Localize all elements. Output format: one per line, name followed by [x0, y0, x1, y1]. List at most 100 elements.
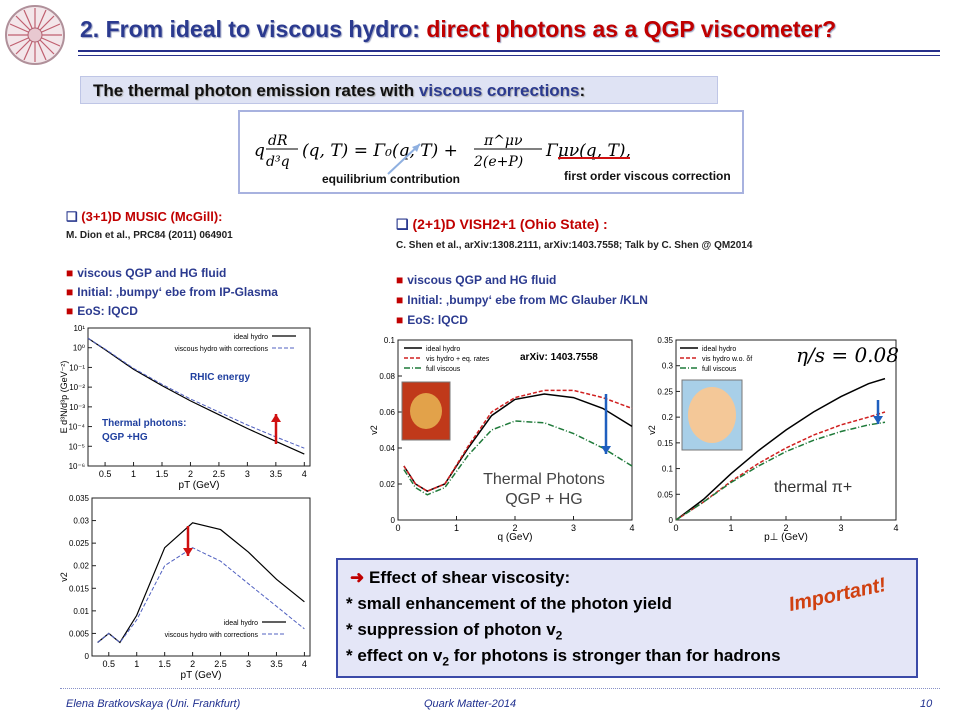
x-tick-label: 3.5 [270, 469, 283, 479]
legend-label: ideal hydro [234, 334, 268, 341]
y-axis-label: v2 [59, 572, 69, 582]
x-axis-label: p⊥ (GeV) [764, 532, 808, 542]
left-bullet-1: ■ viscous QGP and HG fluid [66, 266, 227, 280]
y-tick-label: 0 [85, 652, 90, 661]
right-bullet-1: ■ viscous QGP and HG fluid [396, 273, 557, 287]
series-line [97, 547, 305, 644]
effect-line-3-suffix: for photons is stronger than for hadrons [449, 646, 781, 665]
chart-annotation-line1: Thermal photons: [102, 418, 186, 429]
x-tick-label: 2 [190, 659, 195, 669]
x-tick-label: 0 [395, 523, 400, 533]
x-axis-label: pT (GeV) [179, 480, 220, 490]
fireball-core [410, 393, 442, 429]
x-tick-label: 3 [571, 523, 576, 533]
left-bullet-2-text: Initial: ‚bumpy‘ ebe from IP-Glasma [77, 285, 278, 299]
photon-yield-chart: 0.5 1 1.5 2 2.5 3 3.5 4 10⁻⁶ 10⁻⁵ 10⁻⁴ 10⁻³ 10⁻² 10⁻¹… [58, 322, 316, 490]
photon-v2-vish-chart: 0 1 2 3 4 0 0.02 0.04 0.06 0.08 0.1 q (GeV) v2 ideal … [368, 334, 640, 542]
chart-annotation-arxiv: arXiv: 1403.7558 [520, 352, 598, 363]
footer-conference: Quark Matter-2014 [424, 698, 517, 710]
right-bullet-3-text: EoS: lQCD [407, 313, 468, 327]
series-line [403, 389, 633, 493]
subheading-prefix: The thermal photon emission rates with [93, 81, 419, 100]
legend-label: ideal hydro [702, 346, 736, 353]
legend-label: full viscous [702, 366, 737, 373]
y-tick-label: 0.04 [379, 444, 395, 453]
legend-label: viscous hydro with corrections [165, 632, 259, 639]
x-axis-label: q (GeV) [497, 532, 532, 542]
y-tick-label: 10⁰ [73, 344, 85, 353]
x-tick-label: 4 [302, 659, 307, 669]
x-tick-label: 4 [893, 523, 898, 533]
legend-label: full viscous [426, 366, 461, 373]
y-tick-label: 0.08 [379, 372, 395, 381]
viscous-underline [558, 157, 630, 159]
legend-label: ideal hydro [426, 346, 460, 353]
y-axis-label: v2 [369, 425, 379, 435]
label-equilibrium: equilibrium contribution [322, 172, 460, 186]
effect-line-2-text: * suppression of photon v [346, 620, 556, 639]
legend-label: vis hydro + eq. rates [426, 356, 490, 363]
footer-author: Elena Bratkovskaya (Uni. Frankfurt) [66, 698, 241, 710]
left-bullet-3: ■ EoS: lQCD [66, 304, 138, 318]
y-tick-label: 10¹ [73, 324, 85, 333]
svg-text:q: q [254, 141, 265, 161]
y-tick-label: 0.2 [662, 413, 674, 422]
svg-text:Γμν(q, T),: Γμν(q, T), [545, 141, 631, 161]
y-tick-label: 0.06 [379, 408, 395, 417]
subheading: The thermal photon emission rates with v… [80, 76, 718, 104]
effect-title: ➜ Effect of shear viscosity: [350, 568, 570, 588]
y-tick-label: 0.25 [657, 387, 673, 396]
series-line [87, 337, 305, 455]
chart-annotation-title: RHIC energy [190, 372, 250, 383]
subheading-highlight: viscous corrections [418, 81, 580, 100]
effect-line-3: * effect on v2 for photons is stronger t… [346, 646, 781, 668]
effect-line-3-text: * effect on v [346, 646, 443, 665]
series-line [675, 421, 886, 521]
y-tick-label: 0.015 [69, 584, 90, 593]
title-rule [78, 50, 940, 52]
x-tick-label: 2 [512, 523, 517, 533]
y-axis-label: E d³N/d³p (GeV⁻²) [59, 361, 69, 434]
svg-text:π^μν: π^μν [483, 133, 523, 149]
chart-caption: thermal π+ [774, 479, 852, 496]
series-line [675, 377, 886, 521]
y-tick-label: 0.005 [69, 629, 90, 638]
right-header-text: (2+1)D VISH2+1 (Ohio State) : [412, 216, 608, 232]
checkbox-bullet-icon: ❑ [396, 216, 409, 232]
svg-text:2(e+P): 2(e+P) [473, 154, 523, 170]
y-tick-label: 0.3 [662, 362, 674, 371]
y-tick-label: 0.02 [379, 480, 395, 489]
right-arrow-icon: ➜ [350, 568, 365, 587]
slide-title: 2. From ideal to viscous hydro: direct p… [80, 16, 836, 43]
x-tick-label: 1 [134, 659, 139, 669]
plot-frame [91, 497, 311, 657]
fireball-core [688, 387, 736, 443]
effect-title-text: Effect of shear viscosity: [368, 568, 571, 587]
legend-label: vis hydro w.o. δf [702, 356, 752, 363]
y-tick-label: 10⁻² [69, 383, 85, 392]
right-bullet-1-text: viscous QGP and HG fluid [407, 273, 557, 287]
left-bullet-2: ■ Initial: ‚bumpy‘ ebe from IP-Glasma [66, 285, 278, 299]
x-tick-label: 1 [131, 469, 136, 479]
x-tick-label: 2.5 [214, 659, 227, 669]
institution-logo [4, 2, 66, 68]
blue-arrow-down-head [873, 416, 883, 424]
equation-box [238, 110, 744, 194]
chart-caption-line2: QGP + HG [505, 491, 583, 508]
y-tick-label: 10⁻⁶ [69, 462, 85, 471]
title-rule-thin [78, 55, 940, 56]
y-tick-label: 0.01 [73, 607, 89, 616]
chart-caption-line1: Thermal Photons [483, 471, 605, 488]
plot-frame [87, 327, 311, 467]
photon-rate-equation: q dR d³q (q, T) = Γ₀(q, T) + π^μν 2(e+P)… [252, 128, 652, 177]
title-highlight: direct photons as a QGP viscometer? [426, 16, 837, 42]
y-tick-label: 0 [391, 516, 396, 525]
y-tick-label: 10⁻⁵ [69, 442, 85, 451]
x-tick-label: 2.5 [213, 469, 226, 479]
x-tick-label: 0.5 [99, 469, 112, 479]
y-tick-label: 0.03 [73, 517, 89, 526]
legend-label: viscous hydro with corrections [175, 346, 269, 353]
y-tick-label: 10⁻⁴ [68, 423, 85, 432]
x-axis-label: pT (GeV) [181, 670, 222, 680]
x-tick-label: 2 [188, 469, 193, 479]
